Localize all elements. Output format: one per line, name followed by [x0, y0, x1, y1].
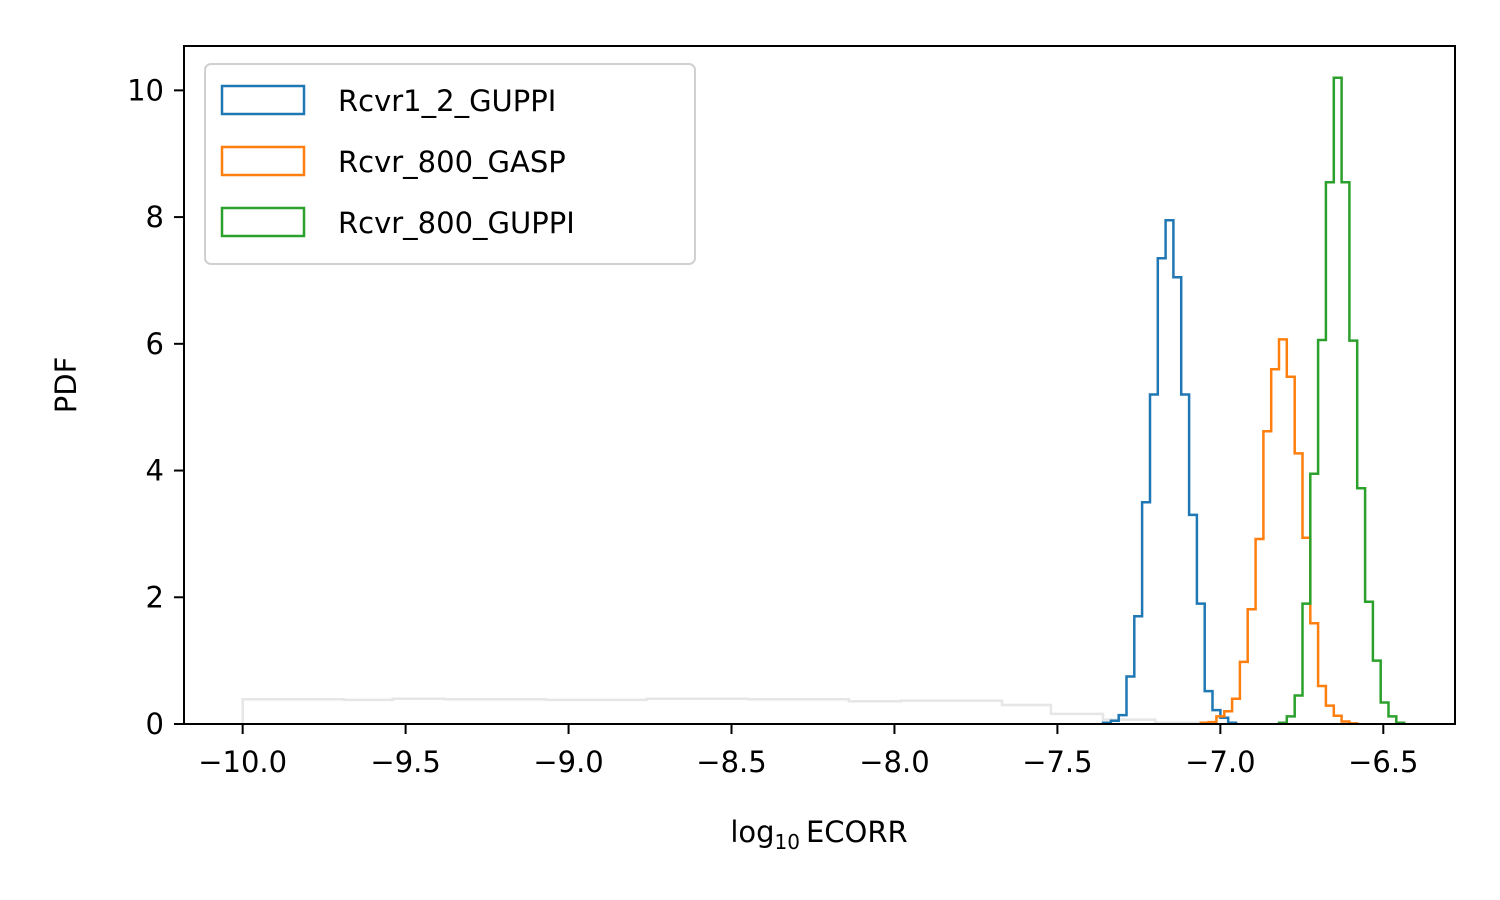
histogram-series-0 — [1101, 219, 1238, 724]
posterior-histograms — [1101, 76, 1406, 725]
y-tick-label: 0 — [146, 707, 164, 741]
x-tick-label: −9.5 — [370, 745, 440, 779]
x-tick-label: −8.0 — [859, 745, 929, 779]
legend-label: Rcvr_800_GUPPI — [338, 206, 575, 240]
y-axis-ticks: 0 2 4 6 8 10 — [127, 73, 184, 741]
x-tick-label: −8.5 — [696, 745, 766, 779]
x-tick-label: −7.0 — [1185, 745, 1255, 779]
x-tick-label: −7.5 — [1022, 745, 1092, 779]
legend-swatch — [220, 84, 306, 116]
legend-swatch — [220, 145, 306, 177]
y-tick-label: 4 — [146, 454, 164, 488]
legend-label: Rcvr_800_GASP — [338, 145, 566, 179]
y-tick-label: 8 — [146, 200, 164, 234]
x-axis-label: log10 ECORR — [730, 815, 907, 854]
x-axis-ticks: −10.0 −9.5 −9.0 −8.5 −8.0 −7.5 −7.0 −6.5 — [198, 724, 1419, 779]
legend-swatch — [220, 206, 306, 238]
y-tick-label: 10 — [127, 73, 164, 107]
histogram-series-2 — [1277, 76, 1406, 724]
y-tick-label: 6 — [146, 327, 164, 361]
legend: Rcvr1_2_GUPPI Rcvr_800_GASP Rcvr_800_GUPPI — [204, 63, 696, 265]
x-tick-label: −6.5 — [1348, 745, 1418, 779]
legend-frame — [204, 63, 696, 265]
y-tick-label: 2 — [146, 580, 164, 614]
legend-label: Rcvr1_2_GUPPI — [338, 84, 556, 118]
plot-frame — [183, 45, 1456, 725]
x-tick-label: −10.0 — [198, 745, 287, 779]
y-axis-label: PDF — [49, 357, 83, 414]
prior-step-line — [241, 697, 1206, 724]
prior-histogram — [241, 697, 1206, 724]
x-tick-label: −9.0 — [533, 745, 603, 779]
histogram-series-1 — [1199, 338, 1359, 725]
